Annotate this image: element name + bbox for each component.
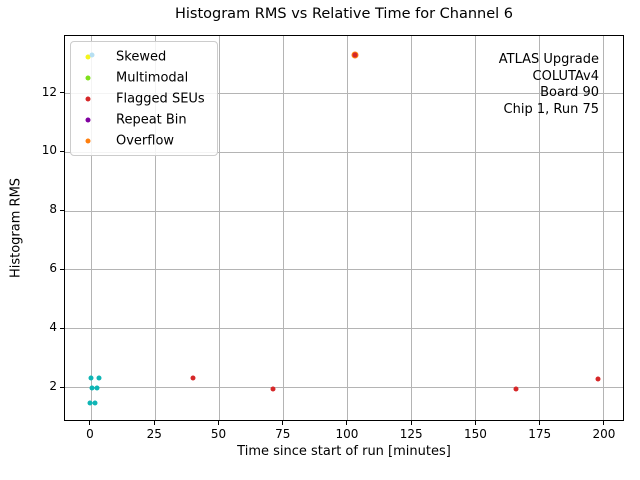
chart-title: Histogram RMS vs Relative Time for Chann…: [174, 6, 514, 22]
x-tick-mark: [474, 421, 476, 425]
x-tick-label: 125: [399, 427, 423, 441]
x-tick-label: 50: [210, 427, 227, 441]
x-gridline: [154, 36, 156, 420]
legend-item: Repeat Bin: [71, 109, 217, 130]
x-gridline: [282, 36, 284, 420]
x-tick-label: 200: [592, 427, 616, 441]
y-tick-mark: [60, 150, 64, 152]
legend-item: Flagged SEUs: [71, 88, 217, 109]
annotation-line: Chip 1, Run 75: [503, 101, 599, 117]
x-gridline: [539, 36, 540, 420]
legend-item-label: Flagged SEUs: [116, 91, 205, 106]
legend-marker-icon: [85, 138, 91, 143]
legend: Skewed Multimodal Flagged SEUs Repeat Bin Ov…: [70, 41, 218, 156]
y-gridline: [65, 386, 623, 388]
data-point-flagged-seus: [513, 386, 519, 392]
y-tick-label: 10: [41, 143, 57, 158]
x-tick-label: 100: [335, 427, 359, 441]
data-point-flagged-seus: [270, 386, 276, 392]
x-tick-mark: [282, 421, 284, 425]
x-gridline: [603, 36, 605, 420]
y-tick-label: 4: [49, 320, 57, 335]
legend-marker-icon: [85, 117, 91, 122]
y-tick-label: 2: [49, 379, 57, 394]
x-tick-mark: [153, 421, 155, 425]
annotation-line: COLUTAv4: [532, 68, 599, 84]
x-axis-label: Time since start of run [minutes]: [237, 444, 451, 459]
legend-item-label: Multimodal: [116, 70, 189, 85]
x-gridline: [474, 36, 476, 420]
data-point-normal: [87, 400, 93, 406]
annotation-line: Board 90: [540, 85, 599, 100]
y-gridline: [65, 151, 623, 153]
x-tick-mark: [603, 421, 605, 425]
legend-item: Multimodal: [71, 67, 217, 88]
y-gridline: [65, 327, 623, 329]
data-point-normal: [94, 385, 100, 391]
y-tick-label: 12: [41, 84, 57, 99]
x-gridline: [410, 36, 412, 420]
y-tick-mark: [60, 268, 64, 270]
x-tick-mark: [217, 421, 219, 425]
x-tick-label: 75: [275, 427, 291, 441]
legend-item-label: Repeat Bin: [116, 112, 187, 127]
legend-marker-icon: [85, 75, 91, 80]
x-gridline: [90, 36, 92, 420]
x-tick-label: 25: [146, 427, 162, 441]
legend-item-label: Skewed: [116, 49, 167, 64]
legend-marker-icon: [89, 52, 95, 57]
data-point-flagged-seus: [352, 52, 358, 58]
x-gridline: [218, 36, 220, 420]
legend-marker-icon: [85, 96, 91, 101]
y-gridline: [65, 210, 623, 212]
y-tick-label: 8: [49, 202, 57, 217]
x-tick-label: 0: [86, 427, 94, 441]
y-tick-mark: [60, 386, 64, 388]
legend-item-label: Overflow: [116, 133, 175, 148]
x-gridline: [346, 36, 348, 420]
data-point-normal: [92, 400, 98, 406]
legend-item: Skewed: [71, 46, 217, 67]
x-tick-mark: [346, 421, 348, 425]
data-point-normal: [89, 385, 95, 391]
y-gridline: [65, 93, 623, 95]
y-tick-mark: [60, 209, 64, 211]
y-tick-mark: [60, 327, 64, 329]
data-point-normal: [96, 375, 102, 381]
legend-item: Overflow: [71, 130, 217, 151]
x-tick-mark: [89, 421, 91, 425]
y-gridline: [65, 269, 623, 271]
x-tick-mark: [410, 421, 412, 425]
data-point-normal: [88, 375, 94, 381]
data-point-flagged-seus: [190, 375, 196, 381]
y-tick-mark: [60, 92, 64, 93]
annotation-line: ATLAS Upgrade: [498, 52, 599, 67]
data-point-flagged-seus: [595, 376, 601, 382]
y-tick-label: 6: [49, 261, 57, 276]
x-tick-label: 150: [464, 427, 487, 441]
x-tick-label: 175: [528, 427, 552, 441]
x-tick-mark: [539, 421, 541, 425]
annotation-block: ATLAS Upgrade COLUTAv4 Board 90 Chip 1, Run…: [499, 52, 599, 118]
legend-marker-icon: [85, 54, 91, 59]
